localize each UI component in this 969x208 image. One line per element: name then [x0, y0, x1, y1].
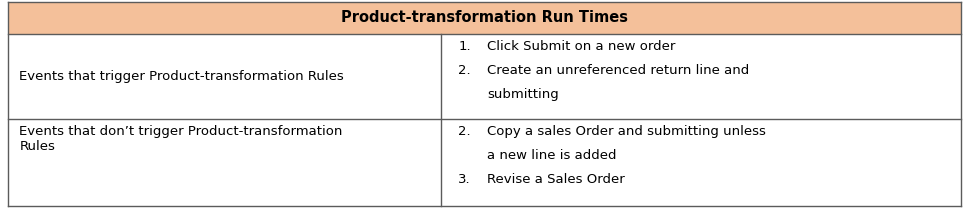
- Text: a new line is added: a new line is added: [487, 149, 617, 162]
- Text: 2.: 2.: [458, 125, 471, 139]
- Text: Product-transformation Run Times: Product-transformation Run Times: [341, 10, 628, 25]
- Text: 2.: 2.: [458, 64, 471, 77]
- Text: submitting: submitting: [487, 88, 559, 101]
- Text: 1.: 1.: [458, 40, 471, 53]
- Text: Events that don’t trigger Product-transformation
Rules: Events that don’t trigger Product-transf…: [19, 125, 343, 154]
- Text: 3.: 3.: [458, 173, 471, 186]
- Text: Click Submit on a new order: Click Submit on a new order: [487, 40, 675, 53]
- Text: Copy a sales Order and submitting unless: Copy a sales Order and submitting unless: [487, 125, 766, 139]
- Text: Create an unreferenced return line and: Create an unreferenced return line and: [487, 64, 750, 77]
- Text: Events that trigger Product-transformation Rules: Events that trigger Product-transformati…: [19, 70, 344, 83]
- Text: Revise a Sales Order: Revise a Sales Order: [487, 173, 625, 186]
- Bar: [8, 2, 961, 34]
